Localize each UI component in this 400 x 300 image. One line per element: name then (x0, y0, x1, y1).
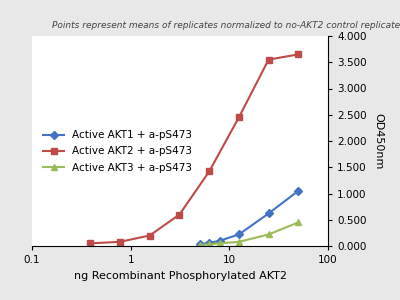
Active AKT3 + a-pS473 (296, 220, 301, 224)
Active AKT2 + a-pS473 (296, 52, 301, 56)
Legend: Active AKT1 + a-pS473, Active AKT2 + a-pS473, Active AKT3 + a-pS473: Active AKT1 + a-pS473, Active AKT2 + a-p… (43, 130, 192, 173)
Active AKT2 + a-pS473 (236, 116, 241, 119)
Line: Active AKT1 + a-pS473: Active AKT1 + a-pS473 (196, 188, 302, 248)
Active AKT3 + a-pS473 (266, 233, 271, 236)
Active AKT1 + a-pS473 (296, 189, 301, 193)
Text: Points represent means of replicates normalized to no-AKT2 control replicates.: Points represent means of replicates nor… (52, 21, 400, 30)
Active AKT2 + a-pS473 (177, 213, 182, 216)
Active AKT1 + a-pS473 (217, 239, 222, 242)
Line: Active AKT2 + a-pS473: Active AKT2 + a-pS473 (87, 51, 302, 247)
Active AKT3 + a-pS473 (236, 240, 241, 244)
Line: Active AKT3 + a-pS473: Active AKT3 + a-pS473 (196, 219, 302, 248)
Active AKT2 + a-pS473 (207, 169, 212, 173)
Active AKT1 + a-pS473 (197, 243, 202, 246)
Active AKT2 + a-pS473 (147, 234, 152, 237)
X-axis label: ng Recombinant Phosphorylated AKT2: ng Recombinant Phosphorylated AKT2 (74, 271, 286, 281)
Active AKT3 + a-pS473 (207, 243, 212, 246)
Active AKT3 + a-pS473 (197, 243, 202, 247)
Active AKT2 + a-pS473 (266, 58, 271, 61)
Active AKT3 + a-pS473 (217, 242, 222, 245)
Active AKT1 + a-pS473 (236, 233, 241, 236)
Active AKT2 + a-pS473 (88, 242, 93, 245)
Active AKT1 + a-pS473 (266, 212, 271, 215)
Active AKT2 + a-pS473 (118, 240, 122, 244)
Y-axis label: OD450nm: OD450nm (373, 113, 383, 169)
Active AKT1 + a-pS473 (207, 241, 212, 244)
